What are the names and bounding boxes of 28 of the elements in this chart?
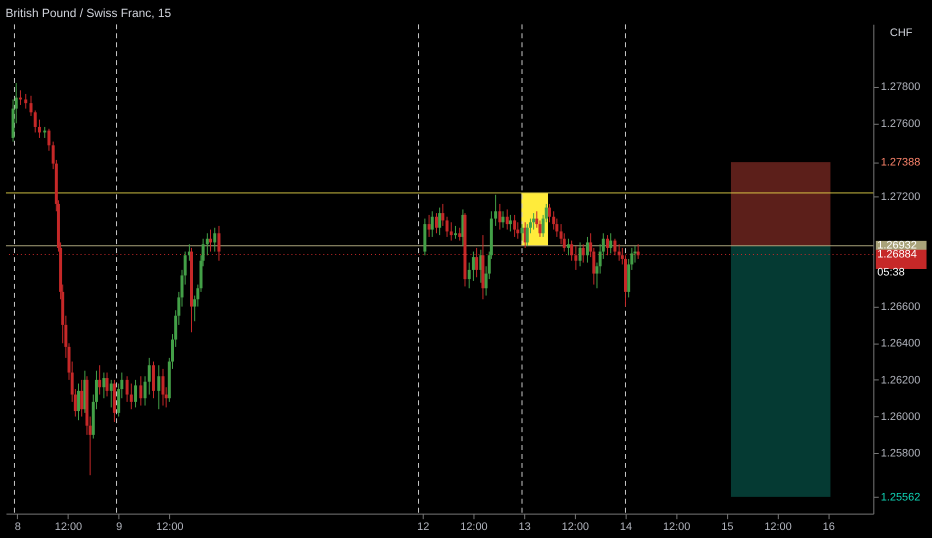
y-tick-label: 1.25800: [880, 448, 920, 460]
x-tick-label: 12:00: [662, 521, 690, 534]
y-tick-label: 1.26600: [880, 301, 920, 314]
y-tick-label: 1.27800: [880, 81, 920, 94]
y-tick-label: 1.26200: [880, 374, 920, 386]
bar: [730, 246, 830, 497]
x-tick-label: 12:00: [54, 521, 82, 534]
text: CHF: [890, 27, 913, 40]
y-tick-label: 1.27388: [880, 156, 920, 169]
x-tick-label: 12:00: [562, 521, 589, 534]
y-tick-label: 1.26000: [880, 411, 920, 424]
x-tick-label: 12:00: [460, 521, 488, 534]
x-tick-label: 9: [116, 521, 122, 534]
x-tick-label: 16: [822, 521, 835, 534]
bar: [730, 162, 830, 246]
y-tick-label: 1.27200: [880, 191, 920, 204]
x-tick-label: 14: [620, 521, 632, 534]
x-tick-label: 13: [518, 521, 531, 534]
x-tick-label: 12: [417, 521, 430, 534]
x-tick-label: 8: [14, 521, 21, 534]
x-tick-label: 15: [721, 521, 734, 534]
y-tick-label: 1.27600: [880, 118, 920, 130]
ref-line-label: 1.26884 05:38: [877, 248, 917, 278]
x-tick-label: 12:00: [764, 521, 792, 534]
chart-title: British Pound / Swiss Franc, 15: [5, 6, 172, 20]
y-tick-label: 1.26400: [880, 338, 920, 350]
y-tick-label: 1.25562: [880, 491, 920, 504]
x-tick-label: 12:00: [156, 521, 184, 534]
